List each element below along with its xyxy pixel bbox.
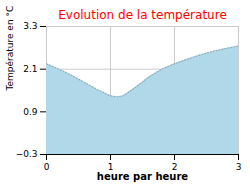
svg-text:1: 1 — [107, 161, 114, 172]
svg-text:3: 3 — [236, 162, 242, 172]
svg-text:0.9: 0.9 — [23, 107, 38, 117]
svg-text:Evolution de la température: Evolution de la température — [58, 8, 227, 22]
svg-text:2: 2 — [171, 161, 178, 172]
svg-text:Température en °C: Température en °C — [5, 6, 15, 92]
svg-text:3.3: 3.3 — [23, 21, 37, 31]
svg-text:heure par heure: heure par heure — [97, 171, 188, 182]
svg-text:−0.3: −0.3 — [16, 149, 38, 159]
svg-text:0: 0 — [44, 162, 50, 172]
svg-text:2.1: 2.1 — [23, 64, 37, 74]
